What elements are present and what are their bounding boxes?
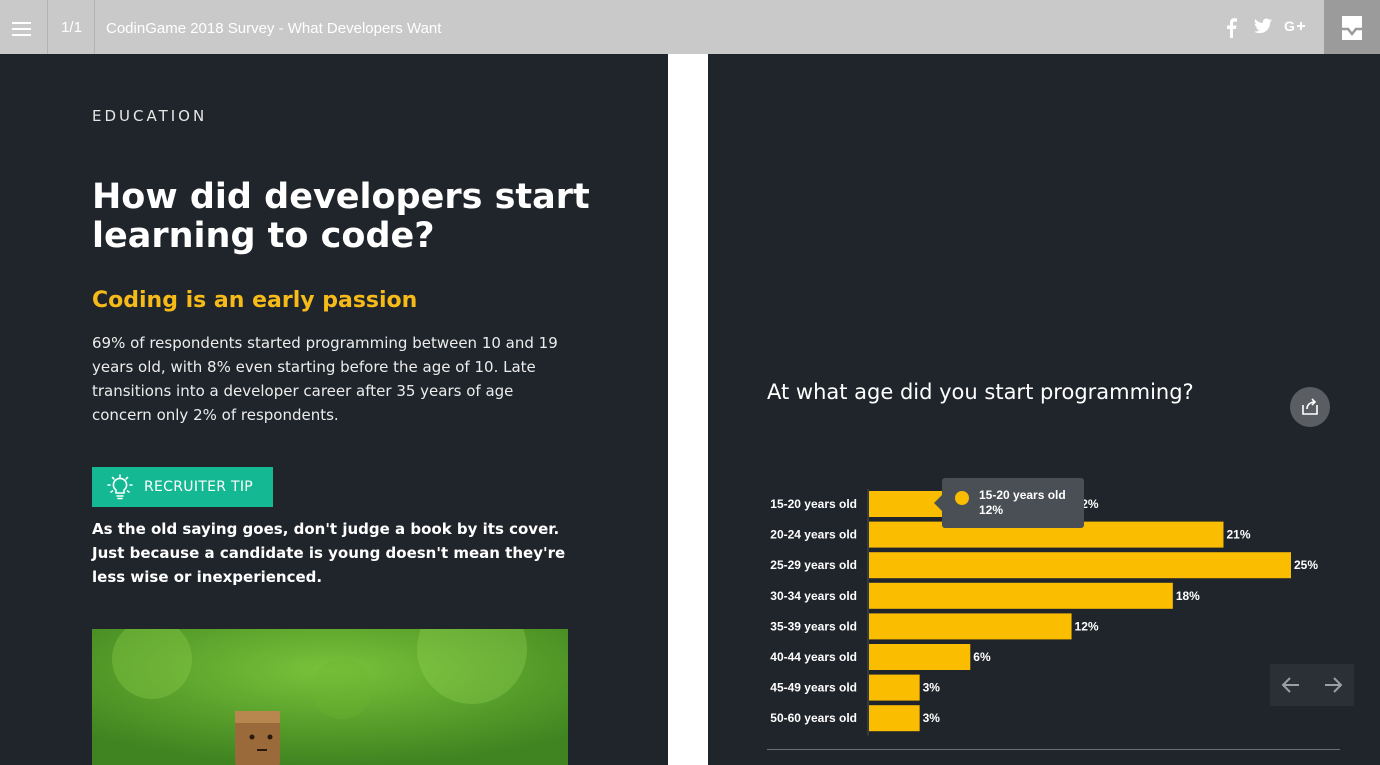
inbox-icon xyxy=(1342,16,1362,40)
category-label: 15-20 years old xyxy=(770,497,857,511)
bar-value-label: 21% xyxy=(1226,528,1250,542)
top-bar: 1/1 CodinGame 2018 Survey - What Develop… xyxy=(0,0,1380,56)
bar-40-44-years-old[interactable] xyxy=(869,644,971,670)
menu-icon xyxy=(12,28,31,30)
category-label: 25-29 years old xyxy=(770,558,857,572)
subheading: Coding is an early passion xyxy=(92,288,418,313)
svg-text:G: G xyxy=(1284,18,1295,34)
google-plus-icon[interactable]: G xyxy=(1284,18,1306,38)
chart-panel: At what age did you start programming? 1… xyxy=(708,54,1380,765)
bar-value-label: 18% xyxy=(1176,589,1200,603)
menu-icon xyxy=(12,34,31,36)
bar-value-label: 3% xyxy=(923,711,941,725)
tooltip-value: 12% xyxy=(979,503,1004,517)
bar-30-34-years-old[interactable] xyxy=(869,582,1173,609)
chart-question: At what age did you start programming? xyxy=(767,380,1194,404)
category-label: 30-34 years old xyxy=(770,589,857,603)
category-label: 40-44 years old xyxy=(770,650,857,664)
bar-value-label: 12% xyxy=(1075,619,1099,633)
previous-chart-button[interactable] xyxy=(1270,664,1312,706)
hamburger-menu-button[interactable] xyxy=(0,0,48,54)
chart-divider xyxy=(767,749,1340,750)
category-label: 50-60 years old xyxy=(770,711,857,725)
page-counter: 1/1 xyxy=(49,0,95,54)
bar-35-39-years-old[interactable] xyxy=(869,613,1072,640)
document-title: CodinGame 2018 Survey - What Developers … xyxy=(106,20,442,37)
bar-25-29-years-old[interactable] xyxy=(869,552,1291,579)
chart-tooltip: 15-20 years old 12% xyxy=(934,478,1084,528)
tooltip-series-dot xyxy=(955,491,969,505)
share-icon xyxy=(1302,398,1318,415)
recruiter-tip-text: As the old saying goes, don't judge a bo… xyxy=(92,520,566,586)
lightbulb-icon xyxy=(107,474,133,500)
section-label: EDUCATION xyxy=(92,107,208,125)
page-title: How did developers start learning to cod… xyxy=(92,177,590,256)
facebook-icon[interactable] xyxy=(1224,18,1238,38)
wooden-robot-photo xyxy=(92,629,568,765)
recruiter-tip-badge: RECRUITER TIP xyxy=(92,467,273,507)
bar-45-49-years-old[interactable] xyxy=(869,674,920,701)
menu-icon xyxy=(12,22,31,24)
category-label: 35-39 years old xyxy=(770,619,857,633)
age-bar-chart: 15-20 years old 12%20-24 years old 21%25-2… xyxy=(770,489,1318,736)
chart-navigation xyxy=(1270,664,1354,706)
bar-value-label: 25% xyxy=(1294,558,1318,572)
bar-50-60-years-old[interactable] xyxy=(869,705,920,732)
twitter-icon[interactable] xyxy=(1254,18,1272,38)
panel-gutter xyxy=(668,57,708,765)
inbox-button[interactable] xyxy=(1324,0,1380,56)
bar-value-label: 6% xyxy=(973,650,991,664)
category-label: 45-49 years old xyxy=(770,681,857,695)
category-label: 20-24 years old xyxy=(770,528,857,542)
share-button[interactable] xyxy=(1290,387,1330,427)
article-panel: EDUCATION How did developers start learn… xyxy=(0,54,668,765)
recruiter-tip-label: RECRUITER TIP xyxy=(144,479,254,495)
next-chart-button[interactable] xyxy=(1312,664,1354,706)
arrow-left-icon xyxy=(1281,677,1299,693)
body-paragraph: 69% of respondents started programming b… xyxy=(92,334,558,424)
tooltip-category: 15-20 years old xyxy=(979,488,1066,502)
bar-value-label: 3% xyxy=(923,681,941,695)
arrow-right-icon xyxy=(1325,677,1343,693)
